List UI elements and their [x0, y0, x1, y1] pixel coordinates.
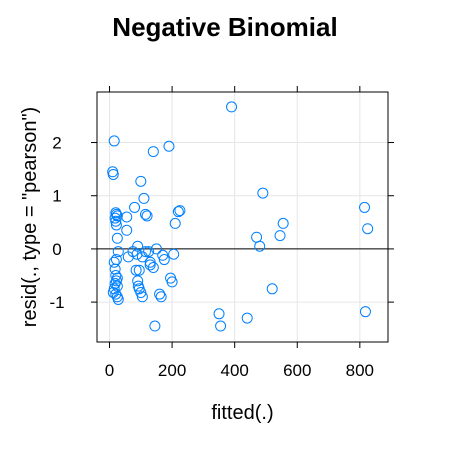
- data-point: [140, 246, 151, 258]
- data-point: [133, 264, 145, 276]
- x-tick-label: 0: [105, 361, 114, 380]
- data-points: [107, 101, 374, 332]
- data-point: [130, 264, 142, 276]
- data-point: [140, 208, 151, 220]
- data-point: [257, 187, 269, 199]
- data-point: [149, 320, 161, 332]
- data-point: [144, 259, 156, 271]
- data-point: [132, 240, 144, 252]
- data-point: [136, 291, 148, 303]
- data-point: [166, 276, 178, 288]
- x-axis-label: fitted(.): [211, 402, 273, 424]
- data-point: [111, 272, 123, 284]
- data-point: [251, 231, 263, 243]
- data-point: [226, 101, 238, 113]
- plot-frame: [96, 91, 389, 343]
- data-point: [121, 211, 133, 223]
- data-point: [129, 201, 141, 213]
- data-point: [266, 283, 278, 295]
- x-tick-label: 600: [283, 361, 311, 380]
- data-point: [213, 308, 225, 320]
- grid-lines: [97, 92, 388, 342]
- data-point: [172, 206, 184, 218]
- x-tick-label: 800: [346, 361, 374, 380]
- data-point: [215, 320, 227, 332]
- data-point: [108, 256, 120, 268]
- data-point: [141, 210, 153, 222]
- chart-title: Negative Binomial: [112, 12, 337, 42]
- data-point: [112, 246, 124, 258]
- data-point: [110, 254, 122, 266]
- data-point: [158, 254, 170, 266]
- data-point: [254, 240, 266, 252]
- data-point: [121, 224, 133, 236]
- y-tick-label: -1: [49, 293, 64, 312]
- y-tick-label: 1: [52, 187, 61, 206]
- data-point: [108, 135, 120, 147]
- data-point: [110, 288, 122, 300]
- data-point: [135, 175, 147, 187]
- data-point: [132, 275, 144, 287]
- y-tick-label: 2: [52, 134, 61, 153]
- data-point: [274, 230, 286, 242]
- x-axis-ticks: 0 200 400 600 800: [105, 86, 374, 380]
- data-point: [131, 248, 143, 260]
- data-point: [107, 168, 119, 180]
- x-tick-label: 400: [220, 361, 248, 380]
- data-point: [109, 277, 121, 289]
- data-point: [112, 293, 124, 305]
- data-point: [155, 291, 167, 303]
- data-point: [359, 306, 371, 318]
- data-point: [147, 146, 159, 158]
- data-point: [163, 140, 175, 152]
- x-tick-label: 200: [158, 361, 186, 380]
- data-point: [362, 223, 374, 235]
- y-axis-ticks: -1 0 1 2: [49, 134, 394, 312]
- data-point: [138, 192, 150, 204]
- data-point: [110, 215, 122, 227]
- data-point: [241, 312, 253, 324]
- data-point: [154, 288, 166, 300]
- data-point: [168, 248, 180, 260]
- data-point: [150, 243, 162, 255]
- data-point: [110, 219, 122, 231]
- data-point: [111, 280, 123, 292]
- data-point: [136, 251, 148, 263]
- y-tick-label: 0: [52, 240, 61, 259]
- data-point: [359, 201, 371, 213]
- data-point: [147, 262, 159, 274]
- data-point: [110, 270, 122, 282]
- data-point: [144, 256, 156, 268]
- data-point: [174, 205, 186, 217]
- data-point: [111, 232, 123, 244]
- data-point: [169, 217, 181, 229]
- y-axis-label: resid(., type = "pearson"): [19, 107, 41, 327]
- data-point: [277, 217, 289, 229]
- data-point: [108, 283, 120, 295]
